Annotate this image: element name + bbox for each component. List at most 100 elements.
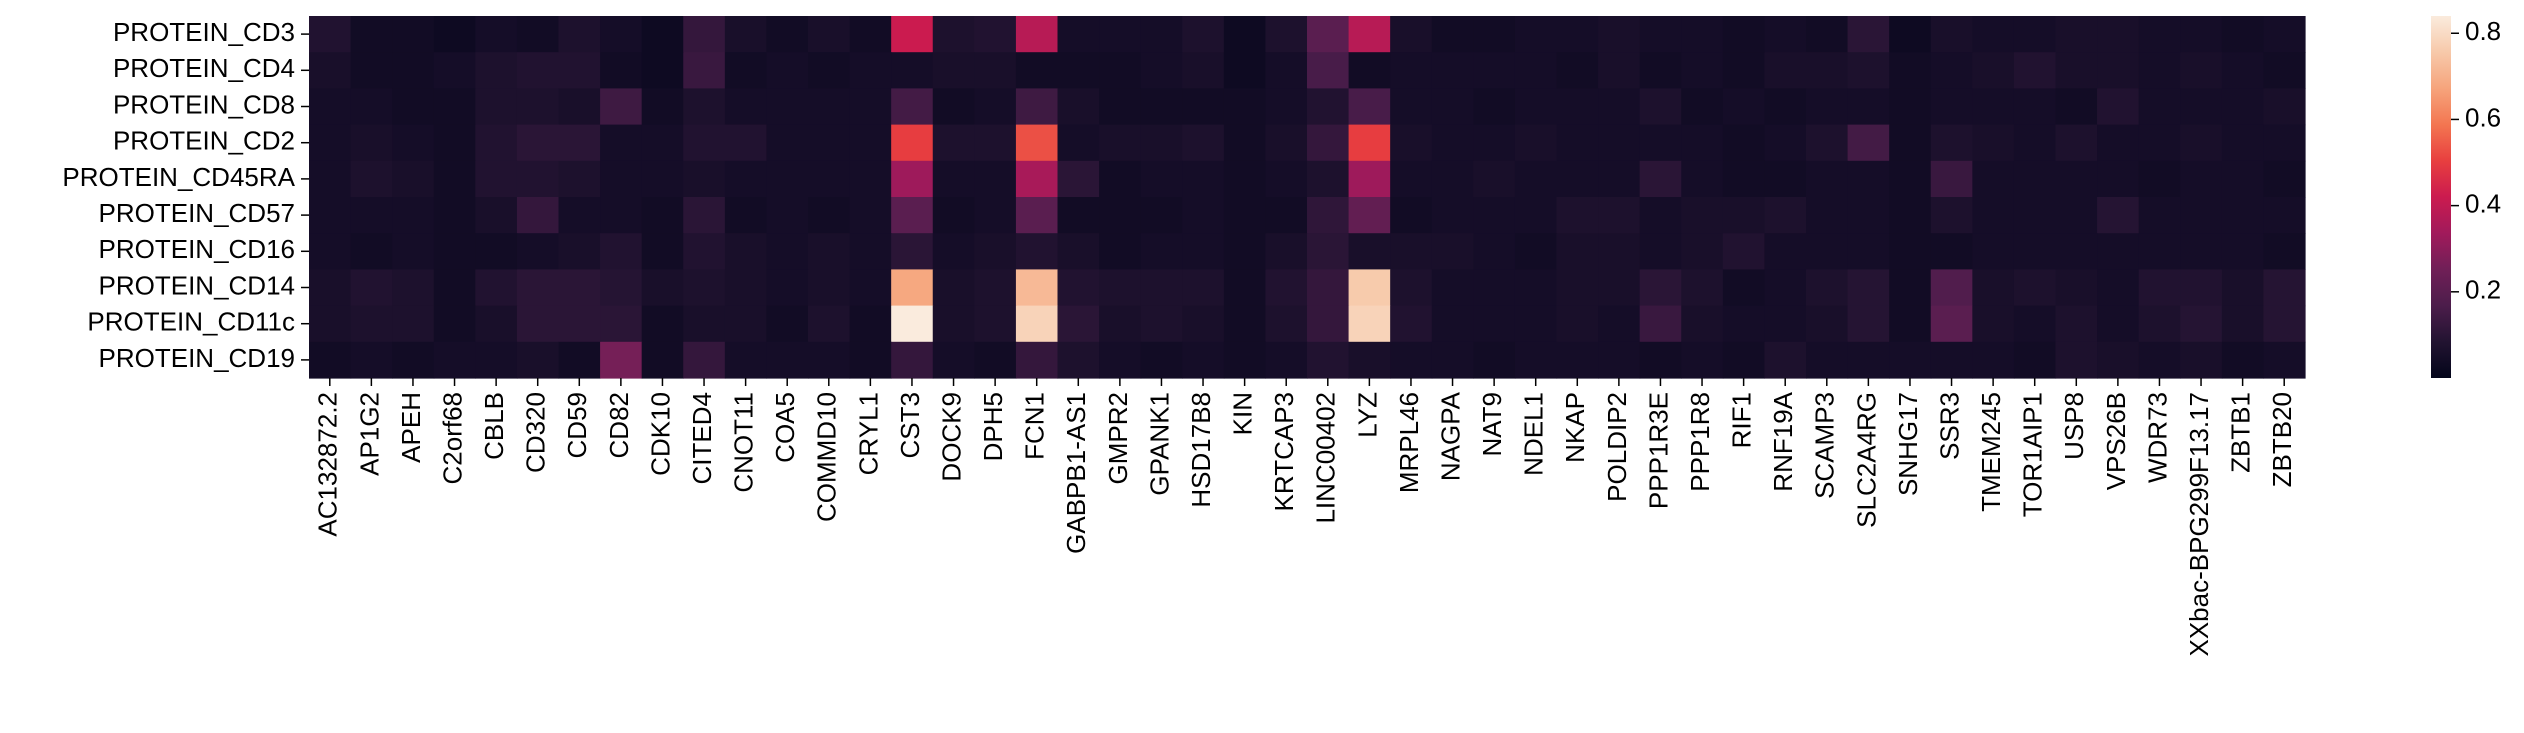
heatmap-cell: [1140, 341, 1183, 379]
colorbar-tick-label: 0.8: [2465, 16, 2501, 46]
heatmap-cell: [2221, 233, 2265, 270]
heatmap-cell: [1847, 197, 1890, 234]
heatmap-cell: [2138, 52, 2181, 89]
x-tick-label: COMMD10: [812, 392, 842, 522]
heatmap-cell: [1514, 233, 1558, 270]
heatmap-cell: [808, 124, 851, 162]
heatmap-cell: [1099, 16, 1142, 53]
heatmap-cell: [600, 160, 643, 198]
heatmap-cell: [350, 88, 393, 126]
heatmap-cell: [392, 341, 435, 379]
heatmap-cell: [849, 52, 892, 89]
x-tick-label: USP8: [2059, 392, 2089, 460]
heatmap-cell: [1431, 124, 1474, 162]
heatmap-cell: [766, 124, 809, 162]
colorbar-tick-label: 0.6: [2465, 102, 2501, 132]
heatmap-cell: [974, 88, 1017, 126]
heatmap-cell: [350, 233, 393, 270]
heatmap-cell: [2097, 341, 2140, 379]
heatmap-cell: [1681, 52, 1724, 89]
heatmap-cell: [2013, 305, 2057, 343]
heatmap-cell: [475, 341, 518, 379]
heatmap-cell: [309, 160, 352, 198]
heatmap-cell: [2013, 124, 2057, 162]
x-tick-label: NAGPA: [1435, 391, 1465, 481]
heatmap-cell: [2013, 341, 2057, 379]
heatmap-cell: [1889, 197, 1932, 234]
heatmap-cell: [350, 305, 393, 343]
heatmap-cell: [849, 160, 892, 198]
heatmap-cell: [1348, 269, 1391, 307]
heatmap-cell: [1473, 52, 1516, 89]
heatmap-cell: [1930, 305, 1973, 343]
heatmap-cell: [1390, 341, 1433, 379]
heatmap-cell: [1473, 16, 1516, 53]
x-tick-label: CNOT11: [729, 392, 759, 493]
heatmap-cell: [1681, 16, 1724, 53]
heatmap-cell: [724, 16, 768, 53]
heatmap-cell: [641, 88, 684, 126]
heatmap-cell: [516, 160, 560, 198]
heatmap-cell: [724, 124, 768, 162]
heatmap-cell: [2097, 197, 2140, 234]
heatmap-cell: [1806, 16, 1849, 53]
heatmap-cell: [1889, 124, 1932, 162]
heatmap-cell: [1473, 305, 1516, 343]
y-tick-label: PROTEIN_CD14: [99, 270, 296, 300]
heatmap-cell: [849, 124, 892, 162]
heatmap-cell: [1764, 305, 1807, 343]
heatmap-cell: [2263, 124, 2306, 162]
heatmap-cell: [1598, 16, 1641, 53]
heatmap-cell: [1598, 341, 1641, 379]
heatmap-cell: [808, 305, 851, 343]
heatmap-cell: [1639, 124, 1682, 162]
heatmap-cell: [309, 269, 352, 307]
heatmap-cell: [2055, 52, 2098, 89]
heatmap-cell: [1431, 88, 1474, 126]
heatmap-cell: [1889, 341, 1932, 379]
heatmap-cell: [1390, 233, 1433, 270]
colorbar-tick-label: 0.4: [2465, 188, 2501, 218]
x-tick-label: LYZ: [1352, 392, 1382, 438]
heatmap-cell: [1431, 16, 1474, 53]
colorbar-tick-label: 0.2: [2465, 275, 2501, 305]
heatmap-cell: [475, 160, 518, 198]
heatmap-cell: [1015, 160, 1059, 198]
heatmap-cell: [1889, 16, 1932, 53]
heatmap-cell: [1930, 52, 1973, 89]
heatmap-cell: [1556, 160, 1599, 198]
heatmap-cell: [392, 233, 435, 270]
heatmap-cell: [1140, 233, 1183, 270]
heatmap-cell: [1057, 160, 1100, 198]
x-tick-label: WDR73: [2142, 392, 2172, 483]
heatmap-cell: [516, 88, 560, 126]
heatmap-cell: [683, 52, 726, 89]
heatmap-cell: [475, 52, 518, 89]
heatmap-cell: [1764, 52, 1807, 89]
heatmap-cell: [1057, 16, 1100, 53]
heatmap-cell: [1265, 52, 1308, 89]
heatmap-cell: [1015, 341, 1059, 379]
heatmap-cell: [932, 160, 975, 198]
y-tick-label: PROTEIN_CD11c: [87, 307, 295, 337]
x-tick-label: CBLB: [479, 392, 509, 460]
heatmap-cell: [309, 233, 352, 270]
heatmap-cell: [392, 124, 435, 162]
heatmap-cell: [2180, 305, 2223, 343]
heatmap-cell: [1307, 16, 1350, 53]
heatmap-cell: [1972, 233, 2015, 270]
heatmap-cell: [2138, 197, 2181, 234]
heatmap-cell: [1140, 16, 1183, 53]
heatmap-cell: [1722, 269, 1766, 307]
heatmap-cell: [516, 197, 560, 234]
heatmap-cell: [1598, 124, 1641, 162]
heatmap-cell: [891, 160, 934, 198]
heatmap-cell: [475, 305, 518, 343]
x-tick-label: MRPL46: [1394, 392, 1424, 493]
heatmap-cell: [516, 233, 560, 270]
x-tick-label: CD320: [521, 392, 551, 473]
heatmap-cell: [1806, 52, 1849, 89]
x-tick-label: DOCK9: [936, 392, 966, 482]
heatmap-cell: [849, 197, 892, 234]
heatmap-cell: [1265, 341, 1308, 379]
